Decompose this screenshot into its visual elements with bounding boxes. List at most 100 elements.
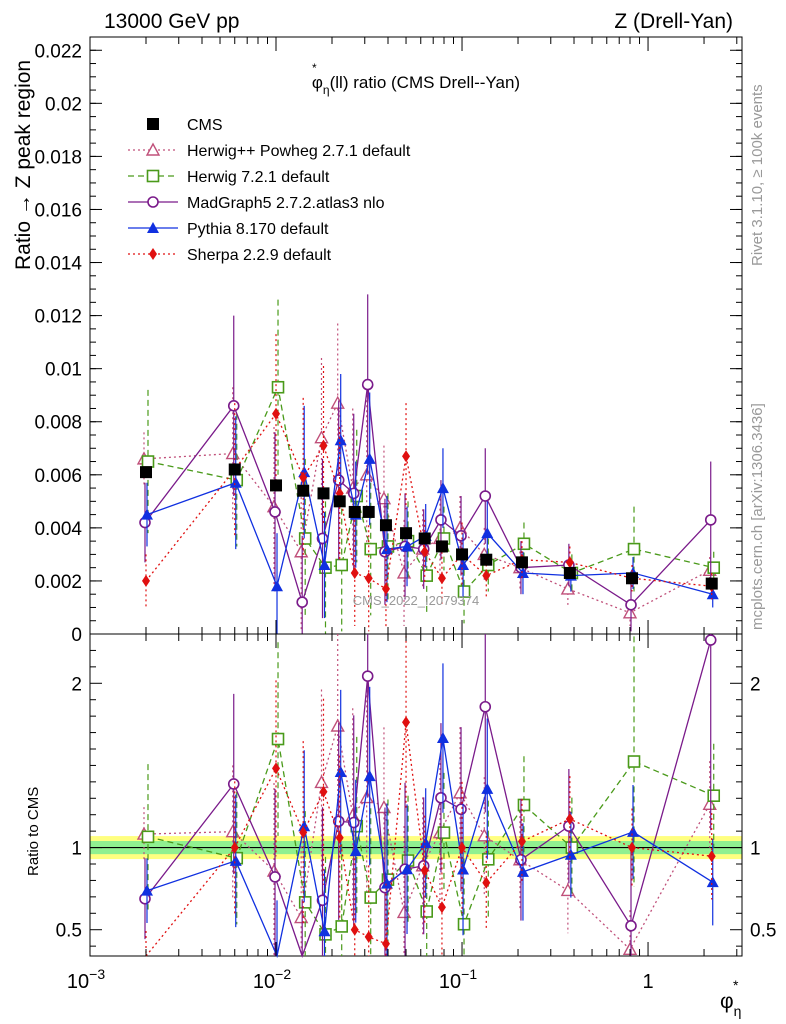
ratio-data-point: [706, 876, 719, 888]
ratio-data-point: [452, 785, 468, 799]
data-point: [141, 574, 150, 587]
data-point: [420, 569, 433, 582]
ratio-panel: 0.5 0.5 1 1 2 2 Ratio to CMS: [25, 633, 776, 959]
x-tick-label: 1: [642, 971, 653, 993]
main-y-tick-label: 0.004: [34, 519, 82, 540]
series-cms: [139, 463, 718, 590]
main-y-axis-label: Ratio → Z peak region: [12, 60, 35, 270]
x-axis-label-sub: η: [734, 1003, 742, 1019]
data-point: [269, 506, 281, 518]
data-point: [479, 490, 492, 502]
ratio-data-point: [420, 905, 433, 918]
data-point: [565, 556, 574, 569]
ratio-data-point: [364, 891, 378, 904]
ratio-data-point: [298, 820, 311, 832]
ratio-data-point: [294, 910, 309, 924]
ratio-data-point: [140, 884, 153, 896]
legend-label: Sherpa 2.2.9 default: [187, 247, 332, 264]
legend-label: CMS: [187, 117, 223, 134]
cms-data-point: [228, 463, 241, 476]
analysis-watermark: CMS_2022_I2079374: [353, 593, 480, 608]
data-point: [271, 580, 284, 592]
cms-data-point: [348, 505, 361, 518]
x-tick-label: 10−3: [67, 966, 105, 993]
data-point: [380, 543, 393, 555]
x-axis-label: φη: [720, 990, 741, 1019]
ratio-data-point: [230, 841, 239, 854]
ratio-series-sherpa-2-2-9-default: [145, 635, 716, 957]
main-y-tick-label: 0.008: [34, 413, 82, 434]
ratio-y-axis-label: Ratio to CMS: [25, 787, 42, 876]
legend: CMS Herwig++ Powheg 2.7.1 default Herwig 7…: [128, 117, 411, 264]
x-tick-label: 10−2: [253, 966, 291, 993]
ratio-data-point: [380, 877, 393, 889]
plot-title-sub: η: [323, 83, 330, 97]
series-line: [147, 385, 714, 593]
data-point: [482, 569, 491, 582]
ratio-y-tick-label-right: 2: [750, 674, 761, 695]
data-point: [435, 514, 447, 526]
ratio-series-madgraph5-2-7-2-atlas3-nlo: [139, 634, 717, 958]
ratio-data-point: [517, 798, 531, 812]
ratio-data-point: [271, 732, 285, 746]
cms-data-point: [362, 505, 375, 518]
cms-data-point: [626, 572, 639, 585]
ratio-data-point: [436, 732, 449, 744]
ratio-data-point: [627, 755, 641, 768]
cms-data-point: [705, 577, 718, 590]
ratio-series-line: [146, 737, 714, 959]
data-point: [350, 566, 359, 579]
ratio-data-point: [702, 796, 717, 811]
ratio-data-point: [402, 716, 411, 729]
main-panel: 0 0.002 0.004 0.006 0.008 0.01 0.012 0.014 0.016…: [12, 36, 743, 646]
plot-title-text: (ll) ratio (CMS Drell--Yan): [330, 73, 520, 92]
data-point: [402, 450, 411, 463]
ratio-data-point: [299, 826, 308, 839]
ratio-data-point: [334, 766, 347, 777]
main-y-tick-label: 0.012: [34, 307, 82, 328]
data-point: [361, 378, 374, 391]
ratio-data-point: [141, 830, 155, 844]
ratio-data-point: [335, 920, 349, 933]
data-point: [627, 542, 641, 556]
ratio-data-point: [349, 845, 362, 857]
data-point: [319, 439, 328, 452]
data-point: [704, 514, 717, 526]
ratio-y-tick-label-right: 0.5: [750, 921, 776, 942]
ratio-data-point: [628, 841, 637, 854]
cms-data-point: [333, 495, 346, 508]
data-point: [318, 559, 331, 571]
legend-marker: [147, 196, 159, 208]
data-point: [455, 530, 467, 542]
ratio-series-layer: [136, 634, 721, 959]
main-y-tick-label: 0.002: [34, 572, 82, 593]
ratio-data-point: [704, 634, 717, 646]
legend-item: MadGraph5 2.7.2.atlas3 nlo: [128, 195, 385, 212]
ratio-series-line: [147, 738, 714, 936]
ratio-data-point: [482, 876, 491, 889]
x-tick-label: 10−1: [439, 966, 477, 993]
series-line: [144, 384, 712, 606]
data-point: [457, 585, 471, 598]
mcplots-label: mcplots.cern.ch [arXiv:1306.3436]: [749, 403, 766, 630]
main-y-tick-label: 0: [71, 625, 82, 646]
main-y-tick-label: 0.022: [34, 41, 82, 62]
main-y-tick-label: 0.016: [34, 200, 82, 221]
cms-data-point: [297, 484, 310, 497]
ratio-y-tick-label: 0.5: [56, 921, 82, 942]
legend-marker: [147, 222, 159, 233]
beam-energy-label: 13000 GeV pp: [104, 10, 239, 33]
cms-data-point: [418, 532, 431, 545]
data-point: [401, 540, 414, 552]
ratio-data-point: [335, 831, 344, 844]
legend-marker: [149, 248, 157, 260]
legend-item: Sherpa 2.2.9 default: [128, 247, 332, 264]
legend-marker: [147, 118, 159, 130]
ratio-data-point: [350, 923, 359, 936]
ratio-data-point: [363, 770, 376, 782]
ratio-data-point: [229, 854, 242, 866]
ratio-data-point: [455, 803, 467, 816]
plot-title: φη(ll) ratio (CMS Drell--Yan): [312, 73, 520, 97]
ratio-data-point: [564, 848, 577, 860]
